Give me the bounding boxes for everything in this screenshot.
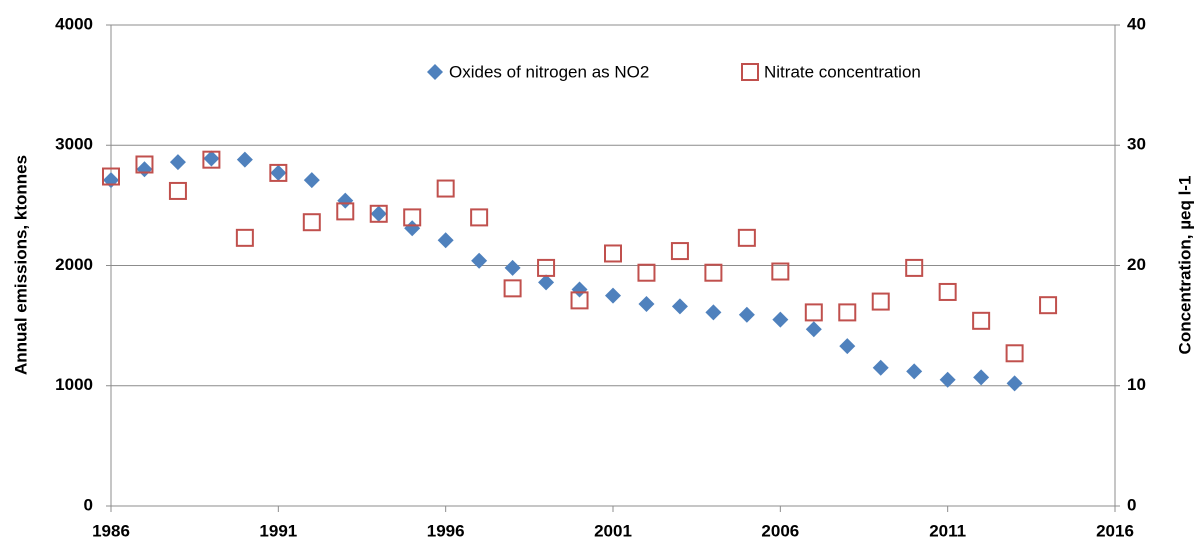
data-point — [838, 303, 857, 322]
data-point — [235, 228, 254, 247]
data-point — [638, 295, 655, 312]
data-point — [270, 164, 287, 181]
data-point — [705, 304, 722, 321]
data-point — [939, 371, 956, 388]
data-point — [135, 155, 154, 174]
data-point — [905, 258, 924, 277]
data-point — [772, 311, 789, 328]
y-axis-label: Annual emissions, ktonnes — [11, 155, 30, 375]
legend-marker — [427, 64, 443, 80]
data-point — [1039, 296, 1058, 315]
data-point — [1005, 344, 1024, 363]
data-point — [537, 258, 556, 277]
data-point — [437, 232, 454, 249]
data-point — [738, 306, 755, 323]
y-tick-label: 0 — [84, 495, 93, 514]
data-point — [737, 228, 756, 247]
data-point — [203, 150, 220, 167]
data-point — [872, 359, 889, 376]
y2-tick-label: 40 — [1127, 14, 1146, 33]
data-point — [637, 263, 656, 282]
y2-tick-label: 30 — [1127, 135, 1146, 154]
data-point — [136, 161, 153, 178]
data-point — [805, 321, 822, 338]
data-point — [938, 282, 957, 301]
data-point — [804, 303, 823, 322]
data-point — [103, 172, 119, 189]
data-point — [504, 259, 521, 276]
data-point — [771, 262, 790, 281]
data-point — [404, 220, 421, 237]
data-point — [369, 204, 388, 223]
legend-label: Oxides of nitrogen as NO2 — [449, 62, 649, 81]
data-point — [839, 338, 856, 355]
data-point — [471, 252, 488, 269]
x-tick-label: 2006 — [761, 521, 799, 540]
y-tick-label: 2000 — [55, 255, 93, 274]
data-point — [470, 208, 489, 227]
data-point — [570, 291, 589, 310]
data-point — [604, 244, 622, 263]
x-tick-label: 2011 — [929, 521, 966, 540]
data-point — [670, 242, 689, 261]
y2-axis-label: Concentration, µeq l-1 — [1175, 176, 1194, 355]
x-tick-label: 1996 — [427, 521, 465, 540]
data-point — [538, 274, 555, 291]
data-point — [571, 281, 588, 298]
data-point — [202, 150, 221, 169]
y2-tick-label: 10 — [1127, 375, 1146, 394]
data-point — [337, 192, 354, 209]
data-point — [1006, 375, 1023, 392]
legend-label: Nitrate concentration — [764, 62, 921, 81]
data-point — [169, 154, 186, 171]
data-point — [671, 298, 688, 315]
data-point — [906, 363, 923, 380]
x-tick-label: 2016 — [1096, 521, 1134, 540]
x-tick-label: 1986 — [92, 521, 130, 540]
legend-marker — [741, 63, 759, 81]
data-point — [436, 179, 455, 198]
y-tick-label: 4000 — [55, 14, 93, 33]
data-point — [370, 205, 387, 222]
data-point — [704, 263, 723, 282]
data-point — [973, 369, 990, 386]
data-point — [269, 163, 288, 182]
data-point — [605, 287, 621, 304]
x-tick-label: 2001 — [594, 521, 632, 540]
data-point — [102, 167, 120, 186]
data-point — [503, 279, 522, 298]
data-point — [303, 172, 320, 189]
x-tick-label: 1991 — [259, 521, 297, 540]
y2-tick-label: 0 — [1127, 495, 1136, 514]
data-point — [336, 202, 355, 221]
data-point — [972, 311, 991, 330]
data-point — [403, 208, 422, 227]
data-point — [871, 292, 890, 311]
data-point — [168, 181, 187, 200]
data-point — [302, 213, 321, 232]
y2-tick-label: 20 — [1127, 255, 1146, 274]
y-tick-label: 1000 — [55, 375, 93, 394]
data-point — [236, 151, 253, 168]
y-tick-label: 3000 — [55, 135, 93, 154]
